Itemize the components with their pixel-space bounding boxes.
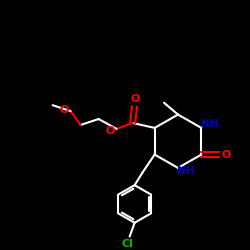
Text: Cl: Cl (122, 240, 134, 250)
Text: O: O (60, 105, 69, 115)
Text: NH: NH (177, 166, 195, 176)
Text: O: O (131, 94, 140, 104)
Text: O: O (222, 150, 231, 160)
Text: NH: NH (201, 119, 218, 129)
Text: O: O (106, 126, 115, 136)
